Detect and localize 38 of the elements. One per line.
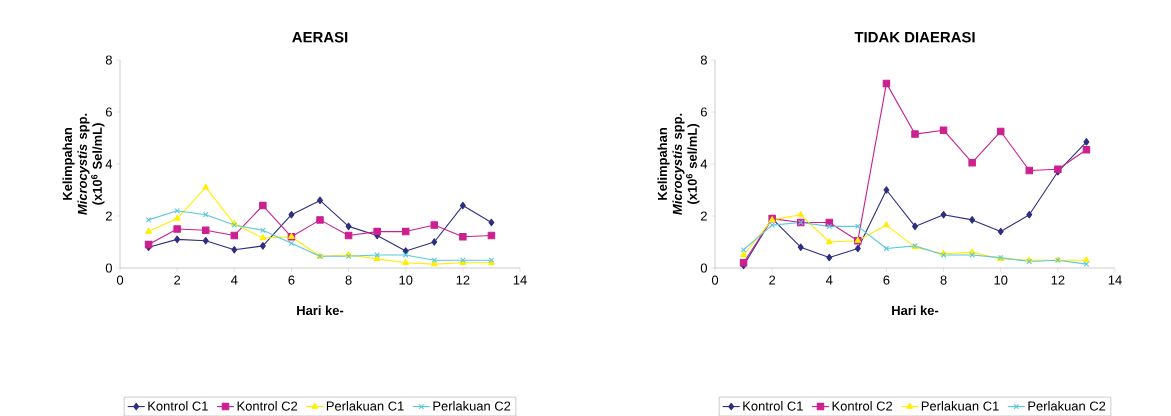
x-axis-title: Hari ke-: [892, 305, 939, 315]
x-tick-label: 12: [1051, 275, 1065, 285]
legend-label: Kontrol C2: [832, 401, 893, 411]
chart-title: AERASI: [292, 31, 348, 43]
y-tick-label: 8: [105, 55, 112, 65]
legend-label: Kontrol C2: [237, 401, 298, 411]
legend-label: Perlakuan C2: [433, 401, 511, 411]
x-tick-label: 8: [940, 275, 947, 285]
legend-label: Perlakuan C1: [921, 401, 999, 411]
x-tick-label: 12: [456, 275, 470, 285]
x-tick-label: 4: [825, 275, 833, 285]
y-tick-label: 2: [105, 211, 112, 221]
legend-label: Perlakuan C2: [1028, 401, 1106, 411]
y-tick-label: 0: [105, 263, 112, 273]
x-tick-label: 2: [174, 275, 181, 285]
legend-label: Perlakuan C1: [326, 401, 404, 411]
y-tick-label: 2: [700, 211, 707, 221]
legend-label: Kontrol C1: [148, 401, 208, 411]
y-tick-label: 4: [105, 159, 113, 169]
x-tick-label: 2: [769, 275, 776, 285]
x-tick-label: 10: [994, 275, 1008, 285]
x-tick-label: 0: [116, 275, 124, 285]
y-tick-label: 0: [700, 263, 707, 273]
y-tick-label: 4: [700, 159, 708, 169]
chart-title: TIDAK DIAERASI: [854, 31, 975, 43]
y-tick-label: 6: [700, 107, 707, 117]
legend-label: Kontrol C1: [743, 401, 803, 411]
y-tick-label: 8: [700, 55, 707, 65]
x-tick-label: 8: [345, 275, 352, 285]
y-tick-label: 6: [105, 107, 112, 117]
x-tick-label: 6: [883, 275, 890, 285]
x-tick-label: 14: [1108, 275, 1122, 285]
x-tick-label: 14: [513, 275, 527, 285]
x-tick-label: 10: [399, 275, 413, 285]
x-axis-title: Hari ke-: [297, 305, 344, 315]
x-tick-label: 4: [230, 275, 238, 285]
x-tick-label: 0: [711, 275, 719, 285]
x-tick-label: 6: [288, 275, 295, 285]
